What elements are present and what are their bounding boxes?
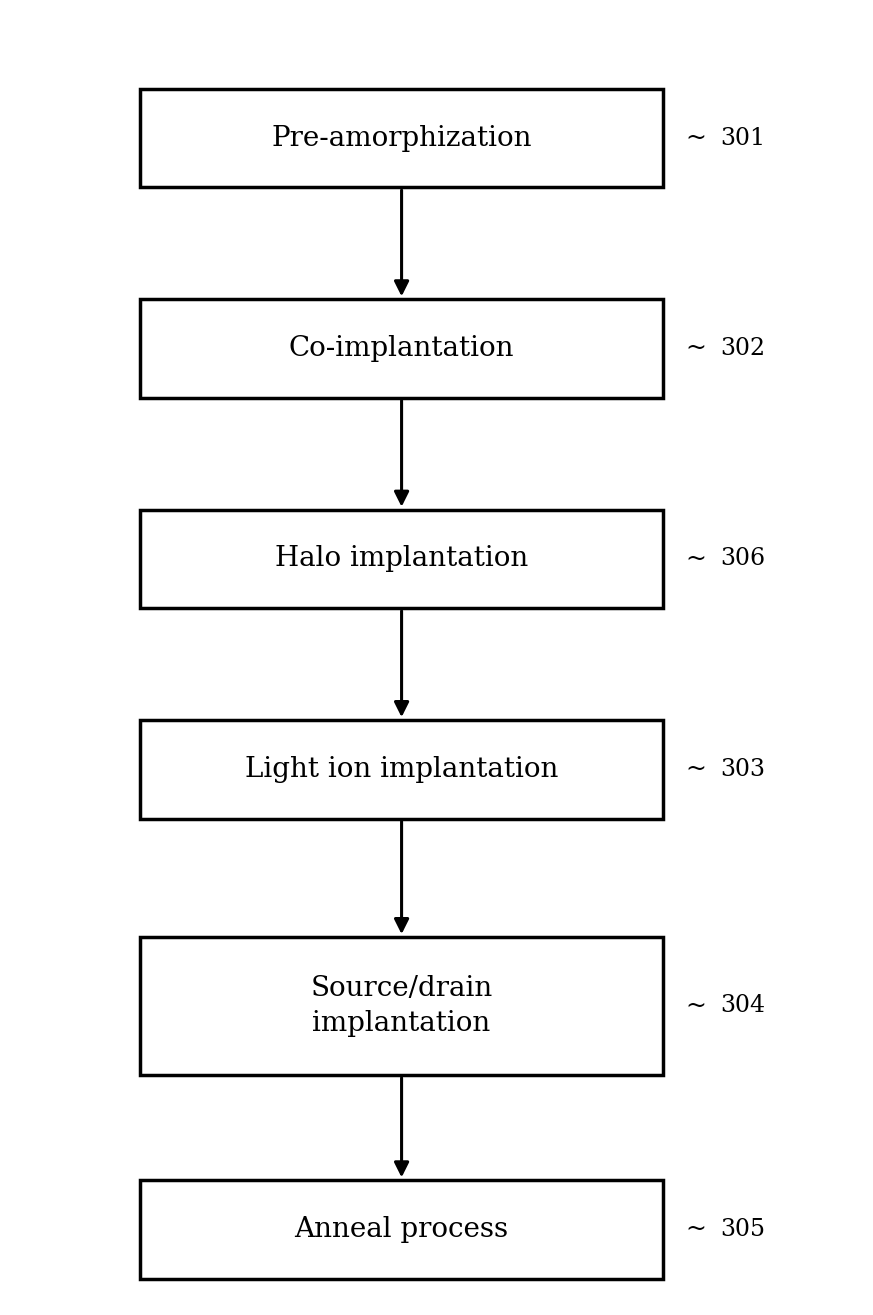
Text: Halo implantation: Halo implantation	[275, 546, 528, 572]
Text: Co-implantation: Co-implantation	[289, 335, 514, 362]
Bar	[140, 510, 663, 608]
Text: ~: ~	[685, 994, 706, 1018]
Bar	[140, 89, 663, 188]
Text: 305: 305	[720, 1218, 766, 1241]
Text: ~: ~	[685, 1218, 706, 1241]
Text: Pre-amorphization: Pre-amorphization	[272, 125, 532, 151]
Text: 301: 301	[720, 126, 766, 150]
Text: ~: ~	[685, 547, 706, 571]
Text: 306: 306	[720, 547, 766, 571]
Text: Source/drain
implantation: Source/drain implantation	[311, 974, 492, 1038]
Text: Anneal process: Anneal process	[294, 1216, 509, 1243]
Text: ~: ~	[685, 337, 706, 360]
Text: ~: ~	[685, 757, 706, 781]
Text: 302: 302	[720, 337, 766, 360]
Text: Light ion implantation: Light ion implantation	[245, 756, 558, 782]
Text: ~: ~	[685, 126, 706, 150]
Bar	[140, 1181, 663, 1278]
Bar	[140, 721, 663, 818]
Bar	[140, 300, 663, 398]
Bar	[140, 936, 663, 1076]
Text: 304: 304	[720, 994, 766, 1018]
Text: 303: 303	[720, 757, 766, 781]
